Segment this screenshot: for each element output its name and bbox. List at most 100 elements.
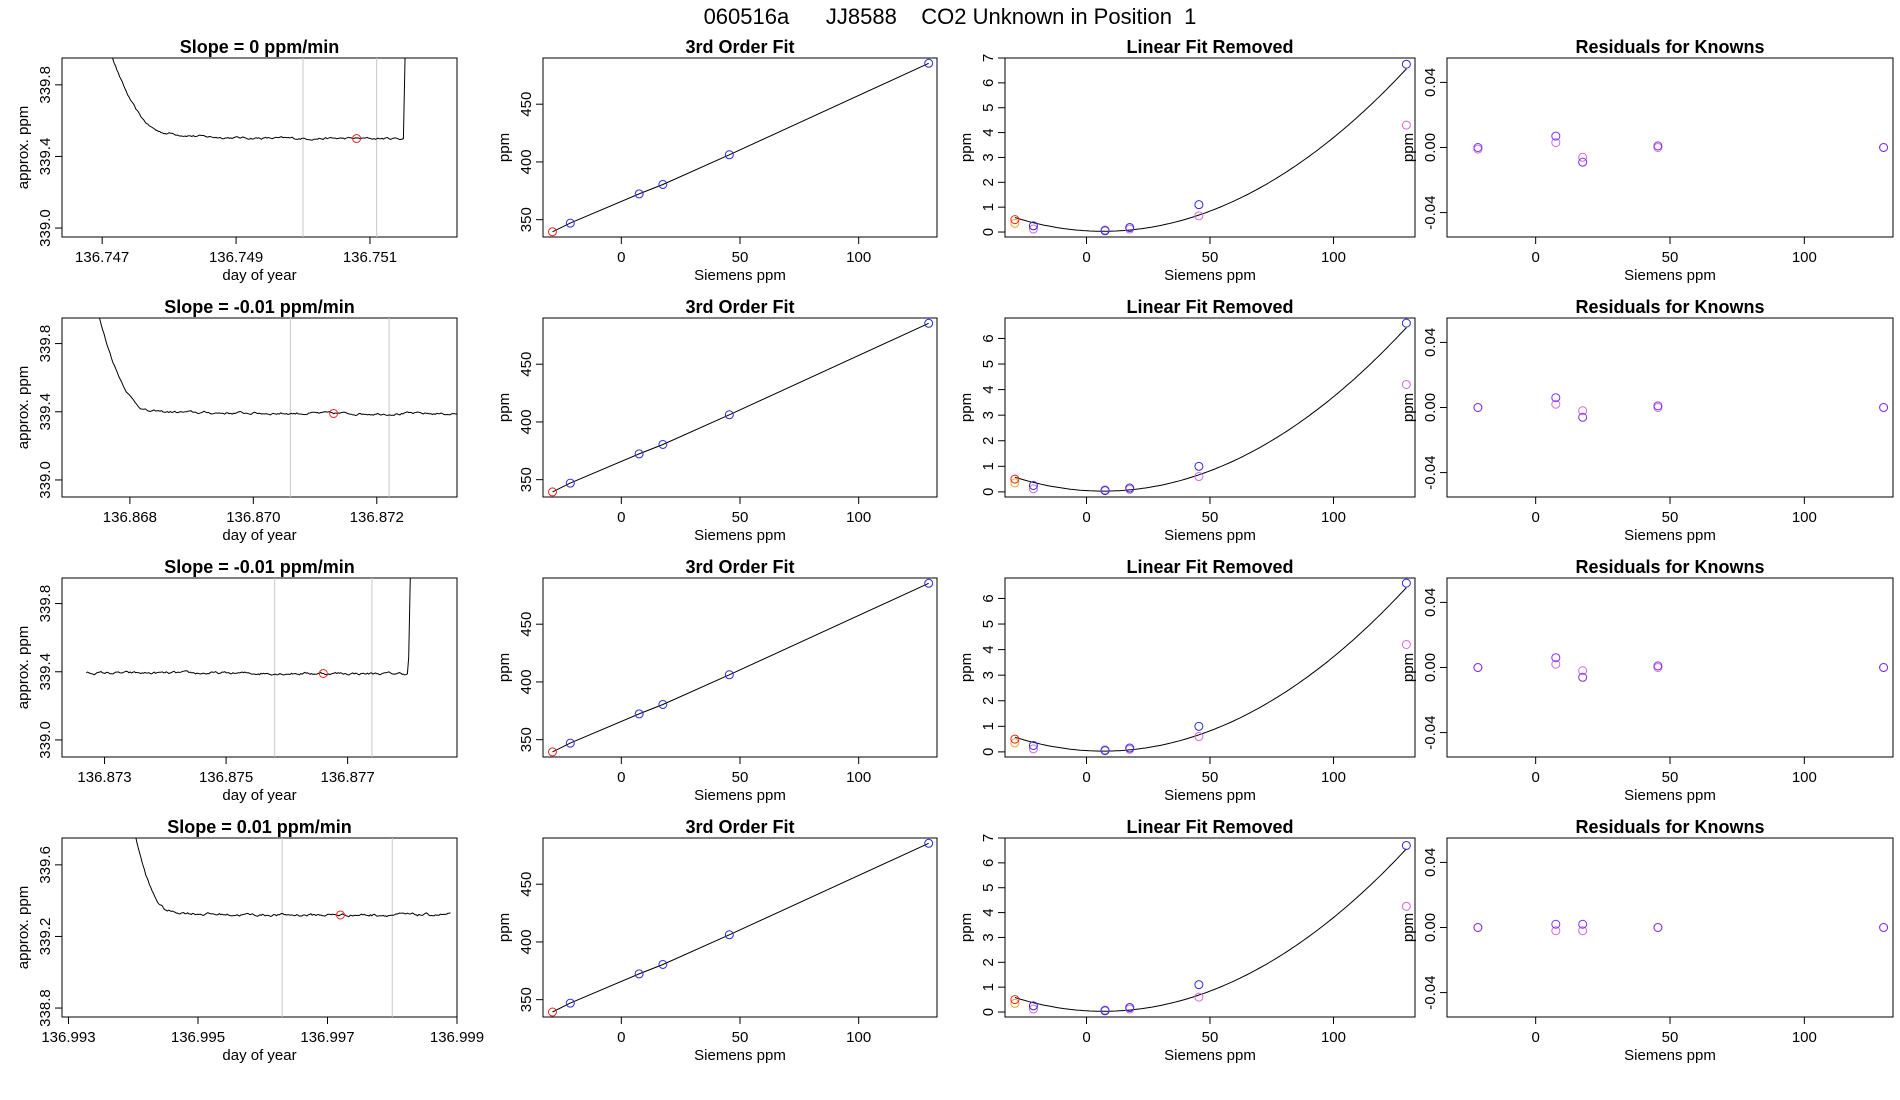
known-standard-point — [1100, 746, 1110, 756]
y-axis-label: ppm — [1400, 133, 1417, 162]
known-standard-point — [1125, 1003, 1135, 1013]
residual-point — [1879, 403, 1889, 412]
x-tick-label: 50 — [1202, 509, 1219, 526]
chart-title: Residuals for Knowns — [1575, 557, 1764, 577]
known-standard-point — [724, 670, 734, 680]
chart-title: 3rd Order Fit — [685, 297, 794, 317]
y-tick-label: 339.8 — [37, 585, 54, 623]
chart-panel-linear-row-2: Linear Fit Removed 0 50 100 0 1 2 3 4 5 6 Siemens p… — [958, 297, 1416, 544]
chart-title: 3rd Order Fit — [685, 37, 794, 57]
y-tick-label: 350 — [518, 727, 535, 752]
known-standard-point-alt — [1194, 211, 1204, 221]
x-tick-label: 100 — [846, 1029, 871, 1046]
y-axis-label: approx. ppm — [15, 366, 32, 449]
plot-data — [1010, 840, 1411, 1016]
residual-point — [1578, 919, 1588, 929]
y-tick-label: 1 — [980, 722, 997, 730]
plot-frame — [1446, 577, 1894, 758]
x-tick-label: 0 — [1531, 769, 1539, 786]
residual-point — [1551, 393, 1561, 403]
plot-data — [1473, 653, 1889, 682]
x-tick-label: 50 — [732, 1029, 749, 1046]
x-tick-label: 136.997 — [300, 1029, 354, 1046]
x-tick-label: 100 — [1792, 249, 1817, 266]
y-tick-label: 2 — [980, 437, 997, 445]
y-axis-label: ppm — [496, 913, 513, 942]
residual-point — [1473, 663, 1483, 672]
fit-curve — [552, 322, 929, 493]
concentration-trace — [98, 318, 457, 417]
known-standard-point — [1194, 721, 1204, 731]
known-standard-point-alt — [1028, 224, 1038, 234]
concentration-trace — [135, 838, 451, 918]
residual-point-alt — [1551, 399, 1561, 409]
chart-title: Slope = 0 ppm/min — [180, 37, 340, 57]
x-axis-label: day of year — [222, 787, 296, 804]
y-tick-label: -0.04 — [1422, 975, 1439, 1009]
fit-curve — [552, 842, 929, 1013]
unknown-sample-point — [1010, 734, 1020, 744]
y-tick-label: 1 — [980, 983, 997, 991]
residual-curve — [1014, 68, 1407, 232]
x-axis-label: Siemens ppm — [694, 267, 786, 284]
known-standard-point — [634, 449, 644, 459]
x-tick-label: 0 — [1082, 769, 1090, 786]
residual-point — [1879, 663, 1889, 672]
chart-title: Residuals for Knowns — [1575, 37, 1764, 57]
y-tick-label: 339.8 — [37, 325, 54, 363]
x-axis-label: day of year — [222, 1047, 296, 1064]
y-tick-label: 400 — [518, 929, 535, 954]
known-standard-point-alt — [1401, 901, 1411, 911]
plot-data — [135, 838, 451, 1017]
chart-title: 3rd Order Fit — [685, 817, 794, 837]
chart-title: Linear Fit Removed — [1126, 297, 1293, 317]
known-standard-point — [924, 318, 934, 328]
plot-data — [547, 838, 934, 1017]
y-tick-label: 3 — [980, 153, 997, 161]
known-standard-point — [924, 578, 934, 588]
x-tick-label: 0 — [1531, 509, 1539, 526]
residual-point-alt — [1578, 926, 1588, 936]
residual-point — [1578, 157, 1588, 167]
known-standard-point — [1100, 486, 1110, 496]
y-tick-label: 5 — [980, 620, 997, 628]
known-standard-point — [634, 189, 644, 199]
residual-point — [1653, 923, 1663, 932]
x-tick-label: 136.999 — [430, 1029, 484, 1046]
residual-curve — [1014, 848, 1407, 1012]
x-axis-label: Siemens ppm — [1624, 527, 1716, 544]
known-standard-point — [1194, 461, 1204, 471]
unknown-sample-point-alt — [1010, 218, 1020, 228]
unknown-sample-point-alt — [1010, 738, 1020, 748]
chart-title: Slope = 0.01 ppm/min — [167, 817, 352, 837]
y-tick-label: 4 — [980, 128, 997, 136]
y-tick-label: 339.0 — [37, 721, 54, 759]
known-standard-point — [1125, 223, 1135, 233]
chart-title: 3rd Order Fit — [685, 557, 794, 577]
residual-point — [1551, 919, 1561, 929]
x-tick-label: 100 — [846, 509, 871, 526]
x-tick-label: 0 — [617, 509, 625, 526]
known-standard-point-alt — [1028, 744, 1038, 754]
unknown-sample-point — [329, 408, 339, 418]
y-tick-label: 6 — [980, 334, 997, 342]
chart-panel-timeseries-row-2: Slope = -0.01 ppm/min 136.868 136.870 136.8… — [15, 297, 458, 544]
known-standard-point — [1401, 59, 1411, 69]
residual-point — [1653, 401, 1663, 411]
plot-frame — [1446, 837, 1894, 1018]
residual-point — [1473, 403, 1483, 412]
x-axis-label: Siemens ppm — [1164, 527, 1256, 544]
x-tick-label: 0 — [1531, 1029, 1539, 1046]
chart-panel-fit-row-4: 3rd Order Fit 0 50 100 350 400 450 Siemens ppm p… — [496, 817, 938, 1064]
concentration-trace — [111, 58, 406, 141]
known-standard-point — [1028, 221, 1038, 231]
x-axis-label: Siemens ppm — [1164, 267, 1256, 284]
residual-point — [1653, 141, 1663, 151]
plot-data — [98, 318, 457, 497]
chart-panel-fit-row-2: 3rd Order Fit 0 50 100 350 400 450 Siemens ppm p… — [496, 297, 938, 544]
known-standard-point — [1125, 743, 1135, 753]
y-tick-label: 450 — [518, 612, 535, 637]
x-tick-label: 50 — [1662, 249, 1679, 266]
y-tick-label: 338.8 — [37, 989, 54, 1027]
